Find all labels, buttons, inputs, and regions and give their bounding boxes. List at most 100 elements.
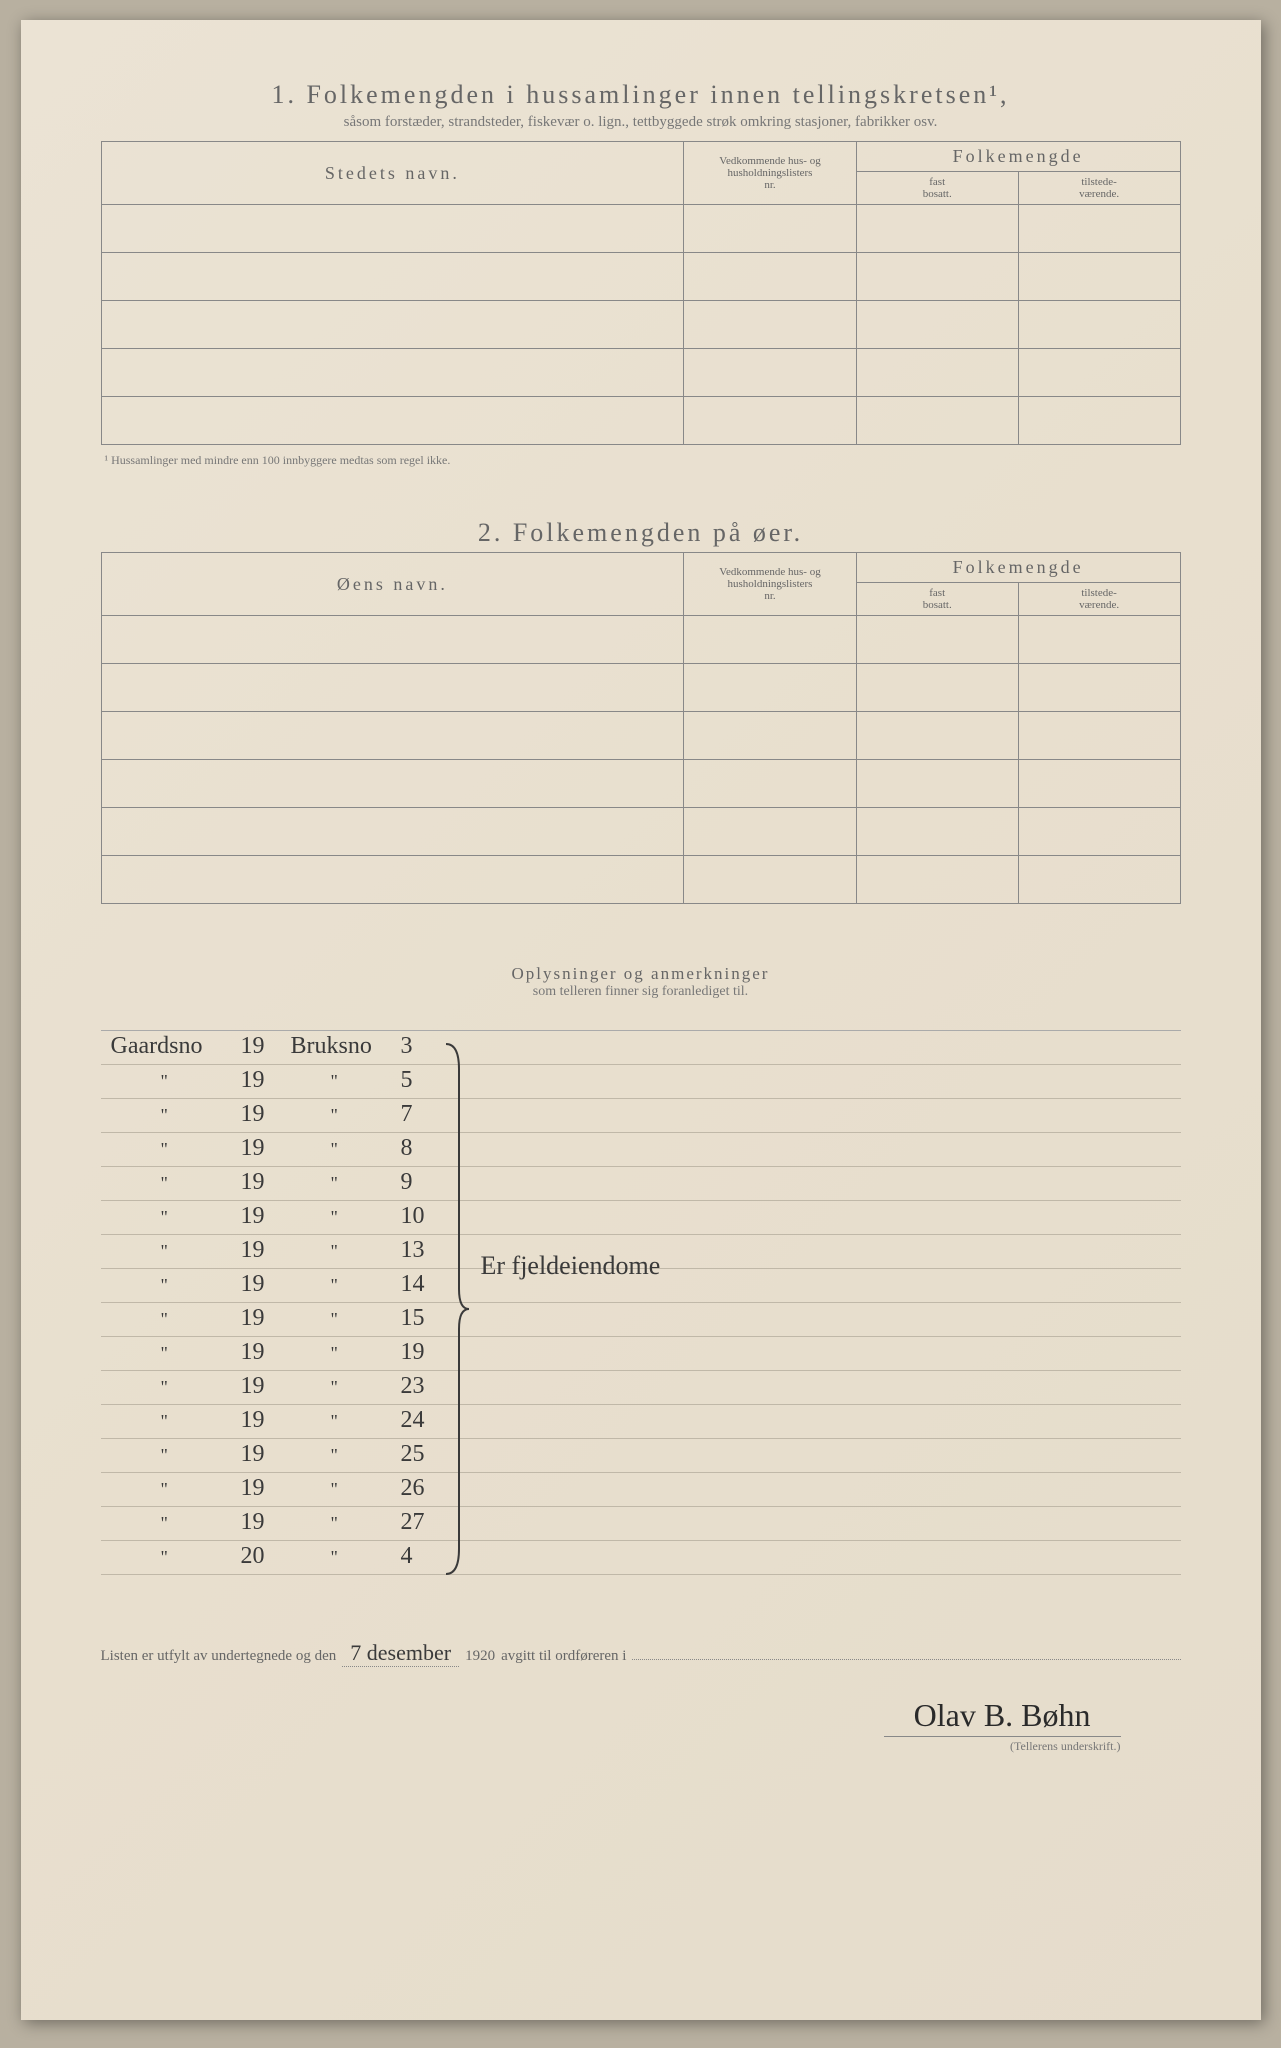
footer-year: 1920: [465, 1648, 495, 1665]
ditto-mark: ": [161, 1479, 168, 1500]
hand-gaard-header: Gaardsno: [111, 1033, 203, 1060]
table-row: [101, 856, 684, 904]
col-hus-nr-2: Vedkommende hus- og husholdningslisters …: [684, 553, 857, 616]
ditto-mark: ": [331, 1309, 338, 1330]
ditto-mark: ": [161, 1139, 168, 1160]
section1-footnote: ¹ Hussamlinger med mindre enn 100 innbyg…: [105, 453, 1181, 468]
ditto-mark: ": [331, 1411, 338, 1432]
ditto-mark: ": [331, 1343, 338, 1364]
hand-bruk-val: 8: [401, 1135, 413, 1162]
footer: Listen er utfylt av undertegnede og den …: [101, 1640, 1181, 1754]
hand-bruk-val: 3: [401, 1033, 413, 1060]
col-folkemengde-2: Folkemengde: [856, 553, 1180, 583]
hand-gaard-val: 19: [241, 1339, 265, 1366]
ditto-mark: ": [331, 1071, 338, 1092]
col-oens-navn: Øens navn.: [101, 553, 684, 616]
hand-gaard-val: 19: [241, 1203, 265, 1230]
ditto-mark: ": [331, 1139, 338, 1160]
hand-bruk-val: 5: [401, 1067, 413, 1094]
hand-gaard-val: 19: [241, 1271, 265, 1298]
table-row: [101, 205, 684, 253]
section1-title-text: Folkemengden i hussamlinger innen tellin…: [306, 80, 1009, 109]
hand-gaard-val: 19: [241, 1169, 265, 1196]
census-form-page: 1. Folkemengden i hussamlinger innen tel…: [21, 20, 1261, 2020]
handwriting-area: Gaardsno19Bruksno3"19"5"19"7"19"8"19"9"1…: [101, 1030, 1181, 1610]
hand-gaard-val: 19: [241, 1237, 265, 1264]
col-hus-nr: Vedkommende hus- og husholdningslisters …: [684, 142, 857, 205]
table-section2: Øens navn. Vedkommende hus- og husholdni…: [101, 552, 1181, 904]
footer-blank-line: [632, 1645, 1180, 1660]
hand-bruk-val: 15: [401, 1305, 425, 1332]
table-row: [101, 253, 684, 301]
table-row: [101, 397, 684, 445]
hand-bruk-val: 13: [401, 1237, 425, 1264]
hand-bruk-val: 25: [401, 1441, 425, 1468]
hand-bruk-val: 26: [401, 1475, 425, 1502]
ditto-mark: ": [161, 1309, 168, 1330]
section1-subtitle: såsom forstæder, strandsteder, fiskevær …: [101, 114, 1181, 131]
hand-gaard-val: 19: [241, 1067, 265, 1094]
hand-bruk-val: 7: [401, 1101, 413, 1128]
col-folkemengde: Folkemengde: [856, 142, 1180, 172]
table-row: [101, 301, 684, 349]
oplysninger-section: Oplysninger og anmerkninger som telleren…: [101, 964, 1181, 1000]
ditto-mark: ": [331, 1275, 338, 1296]
hand-bruk-header: Bruksno: [291, 1033, 372, 1060]
signature: Olav B. Bøhn: [884, 1697, 1121, 1737]
table-row: [101, 760, 684, 808]
table-row: [101, 712, 684, 760]
hand-gaard-val: 19: [241, 1305, 265, 1332]
hand-bruk-val: 4: [401, 1543, 413, 1570]
ditto-mark: ": [161, 1411, 168, 1432]
ditto-mark: ": [161, 1343, 168, 1364]
ditto-mark: ": [161, 1173, 168, 1194]
ditto-mark: ": [161, 1513, 168, 1534]
ditto-mark: ": [331, 1207, 338, 1228]
ditto-mark: ": [161, 1547, 168, 1568]
col-fast-2: fast bosatt.: [856, 583, 1018, 616]
oplys-title: Oplysninger og anmerkninger: [101, 964, 1181, 984]
section2-title: 2. Folkemengden på øer.: [101, 518, 1181, 548]
table-row: [101, 349, 684, 397]
hand-bruk-val: 27: [401, 1509, 425, 1536]
ditto-mark: ": [331, 1377, 338, 1398]
col-stedets-navn: Stedets navn.: [101, 142, 684, 205]
hand-bruk-val: 10: [401, 1203, 425, 1230]
ditto-mark: ": [161, 1275, 168, 1296]
ditto-mark: ": [161, 1377, 168, 1398]
table-row: [101, 808, 684, 856]
ditto-mark: ": [161, 1207, 168, 1228]
ditto-mark: ": [161, 1241, 168, 1262]
footer-date: 7 desember: [342, 1640, 459, 1667]
ditto-mark: ": [331, 1479, 338, 1500]
table-section1: Stedets navn. Vedkommende hus- og hushol…: [101, 141, 1181, 445]
brace-annotation: Er fjeldeiendome: [481, 1251, 661, 1281]
section1-number: 1.: [271, 80, 297, 109]
section2-number: 2.: [478, 518, 504, 547]
col-tilstede-2: tilstede- værende.: [1018, 583, 1180, 616]
hand-bruk-val: 24: [401, 1407, 425, 1434]
table-row: [101, 616, 684, 664]
ditto-mark: ": [331, 1445, 338, 1466]
footer-suffix: avgitt til ordføreren i: [501, 1648, 626, 1665]
table-row: [101, 664, 684, 712]
ditto-mark: ": [331, 1105, 338, 1126]
hand-gaard-val: 20: [241, 1543, 265, 1570]
ditto-mark: ": [331, 1513, 338, 1534]
oplys-subtitle: som telleren finner sig foranlediget til…: [101, 984, 1181, 1000]
curly-brace-icon: [441, 1039, 471, 1579]
hand-bruk-val: 23: [401, 1373, 425, 1400]
hand-gaard-val: 19: [241, 1101, 265, 1128]
hand-gaard-val: 19: [241, 1033, 265, 1060]
hand-gaard-val: 19: [241, 1475, 265, 1502]
hand-gaard-val: 19: [241, 1407, 265, 1434]
footer-prefix: Listen er utfylt av undertegnede og den: [101, 1648, 337, 1665]
hand-bruk-val: 19: [401, 1339, 425, 1366]
ditto-mark: ": [331, 1173, 338, 1194]
section2-title-text: Folkemengden på øer.: [513, 518, 803, 547]
hand-bruk-val: 14: [401, 1271, 425, 1298]
ditto-mark: ": [161, 1071, 168, 1092]
ditto-mark: ": [331, 1241, 338, 1262]
ditto-mark: ": [331, 1547, 338, 1568]
hand-gaard-val: 19: [241, 1441, 265, 1468]
